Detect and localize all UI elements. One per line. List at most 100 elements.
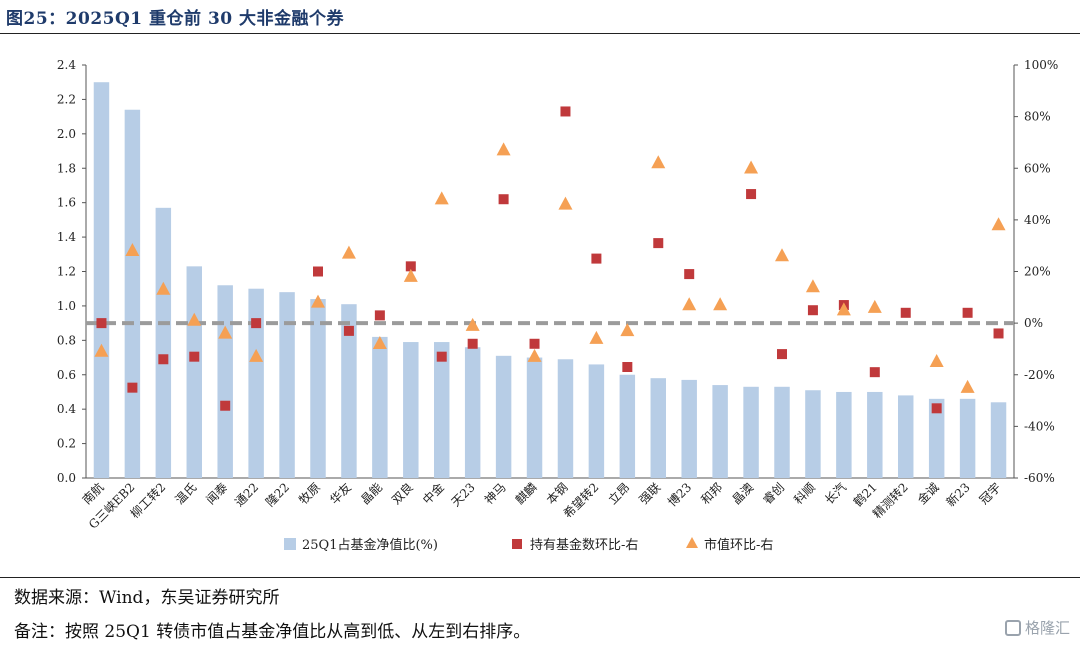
right-axis-tick-label: 20% (1024, 265, 1051, 279)
fund-count-change-marker (529, 338, 540, 349)
bar (557, 359, 574, 478)
market-value-change-marker (434, 191, 449, 205)
fund-count-change-marker (313, 266, 323, 277)
bar (217, 285, 233, 478)
bar (805, 390, 821, 478)
category-label: 中金 (419, 480, 447, 508)
category-label: 天23 (449, 480, 478, 509)
left-axis-tick-label: 2.0 (57, 127, 76, 141)
bar (743, 386, 759, 478)
fund-count-change-marker (684, 269, 695, 280)
bar (279, 292, 295, 478)
category-label: 双良 (388, 480, 416, 508)
fund-count-change-marker (900, 307, 911, 318)
market-value-change-marker (125, 243, 140, 257)
fund-count-change-marker (498, 194, 509, 205)
bar (619, 374, 636, 478)
legend-square-swatch (512, 539, 522, 549)
fund-count-change-marker (931, 403, 942, 414)
left-axis-tick-label: 1.0 (57, 299, 76, 313)
market-value-change-marker (187, 312, 202, 326)
left-axis-tick-label: 0.2 (57, 437, 76, 451)
bar (372, 336, 388, 478)
data-source-note: 数据来源：Wind，东吴证券研究所 (14, 588, 280, 608)
legend-square-label: 持有基金数环比-右 (530, 537, 638, 553)
legend-bar-label: 25Q1占基金净值比(%) (302, 537, 438, 553)
market-value-change-marker (960, 379, 975, 393)
market-value-change-marker (836, 302, 851, 316)
bar (93, 82, 110, 479)
category-label: 本钢 (544, 480, 571, 507)
fund-count-change-marker (220, 400, 231, 411)
fund-count-change-marker (777, 349, 787, 360)
bar-chart: 0.0 0.2 0.4 0.6 0.8 1.0 1.2 1.4 1.6 1.8 2.0 2.2 2.4 -… (57, 58, 1058, 553)
category-label: 麒麟 (512, 480, 540, 508)
fund-count-change-marker (127, 382, 138, 393)
bar (990, 402, 1007, 478)
left-axis-tick-label: 1.6 (57, 196, 76, 210)
fund-count-change-marker (653, 238, 664, 249)
category-label: 冠宇 (977, 480, 1004, 507)
bar (434, 342, 450, 478)
right-axis-tick-label: 0% (1024, 316, 1043, 330)
market-value-change-marker (620, 323, 635, 337)
watermark-logo-icon (1004, 619, 1021, 636)
bar (959, 398, 976, 478)
category-label: 闻泰 (203, 480, 230, 507)
category-label: 柳工转2 (127, 480, 168, 521)
right-axis-tick-label: 60% (1024, 161, 1051, 175)
bar (712, 385, 728, 478)
bar (124, 109, 141, 478)
market-value-change-marker (558, 196, 573, 210)
market-value-change-marker (805, 279, 820, 293)
fund-count-change-marker (560, 106, 571, 117)
right-axis-tick-label: -60% (1024, 471, 1055, 485)
bar (898, 395, 914, 478)
category-label: 金诚 (914, 480, 942, 508)
market-value-change-marker (991, 217, 1006, 231)
fund-count-change-marker (993, 328, 1004, 339)
bar (310, 299, 326, 478)
market-value-change-marker (929, 354, 944, 368)
category-label: 牧原 (296, 480, 323, 507)
fund-count-change-marker (189, 351, 200, 362)
market-value-change-marker (403, 268, 418, 282)
legend-triangle-swatch (686, 537, 698, 548)
right-axis-tick-label: -20% (1024, 368, 1055, 382)
fund-count-change-marker (436, 351, 447, 362)
market-value-change-marker (341, 245, 356, 259)
left-axis-tick-label: 2.2 (57, 92, 76, 106)
market-value-change-marker (527, 348, 542, 362)
left-axis-tick-label: 1.4 (57, 230, 76, 244)
fund-count-change-marker (251, 318, 262, 329)
category-label: 和邦 (698, 480, 725, 507)
category-label: 科顺 (791, 480, 818, 507)
market-value-change-marker (496, 142, 511, 156)
category-label: 睿创 (760, 480, 788, 508)
fund-count-change-marker (962, 307, 973, 318)
market-value-change-marker (372, 335, 387, 349)
left-axis-tick-label: 1.2 (57, 265, 76, 279)
fund-count-change-marker (343, 325, 354, 336)
fund-count-change-marker (746, 189, 757, 200)
bar (867, 391, 883, 478)
fund-count-change-marker (374, 310, 385, 321)
top-rule (0, 33, 1080, 34)
market-value-change-marker (651, 155, 666, 169)
watermark-text: 格隆汇 (1024, 619, 1070, 637)
market-value-change-marker (94, 343, 109, 357)
category-label: 温氏 (173, 480, 200, 507)
left-axis-tick-label: 0.6 (57, 368, 76, 382)
bar (464, 347, 481, 478)
left-axis-tick-label: 2.4 (57, 58, 76, 72)
market-value-change-marker (465, 317, 480, 331)
bar (836, 391, 852, 478)
market-value-change-marker (311, 294, 325, 308)
bar (526, 357, 543, 478)
right-axis-tick-label: 40% (1024, 213, 1051, 227)
watermark: 格隆汇 (1004, 617, 1070, 638)
fund-count-change-marker (467, 338, 478, 349)
fund-count-change-marker (591, 253, 602, 264)
bar (588, 364, 605, 478)
remark-note: 备注：按照 25Q1 转债市值占基金净值比从高到低、从左到右排序。 (14, 622, 531, 642)
